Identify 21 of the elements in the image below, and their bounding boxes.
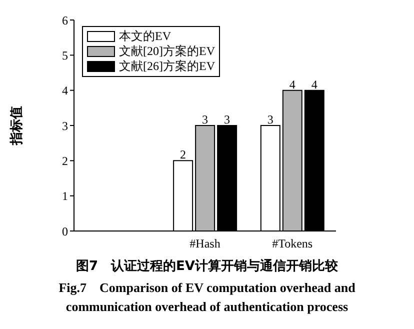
legend-label: 本文的EV [119,28,171,44]
data-label: 3 [202,112,208,126]
y-axis-title: 指标值 [8,106,24,146]
data-label: 3 [224,112,230,126]
data-label: 4 [289,77,296,92]
data-label: 4 [311,77,318,92]
legend-label: 文献[26]方案的EV [119,58,215,75]
text: Fig.7 Comparison of EV computation overhead and communication overhead of authentication process [58,279,356,316]
y-tick-label: 3 [62,118,68,133]
legend-label: 文献[20]方案的EV [119,43,215,60]
y-tick-label: 1 [62,189,68,204]
y-tick-label: 0 [62,224,68,238]
x-tick-label: #Tokens [272,236,313,251]
text: 图7 认证过程的EV计算开销与通信开销比较 [75,258,339,275]
x-tick-label: #Hash [190,236,220,251]
y-tick-label: 6 [62,13,68,28]
data-label: 2 [180,148,186,162]
y-tick-label: 4 [62,84,68,98]
data-label: 3 [267,112,274,126]
y-tick-label: 5 [62,48,68,62]
y-tick-label: 2 [62,154,68,168]
